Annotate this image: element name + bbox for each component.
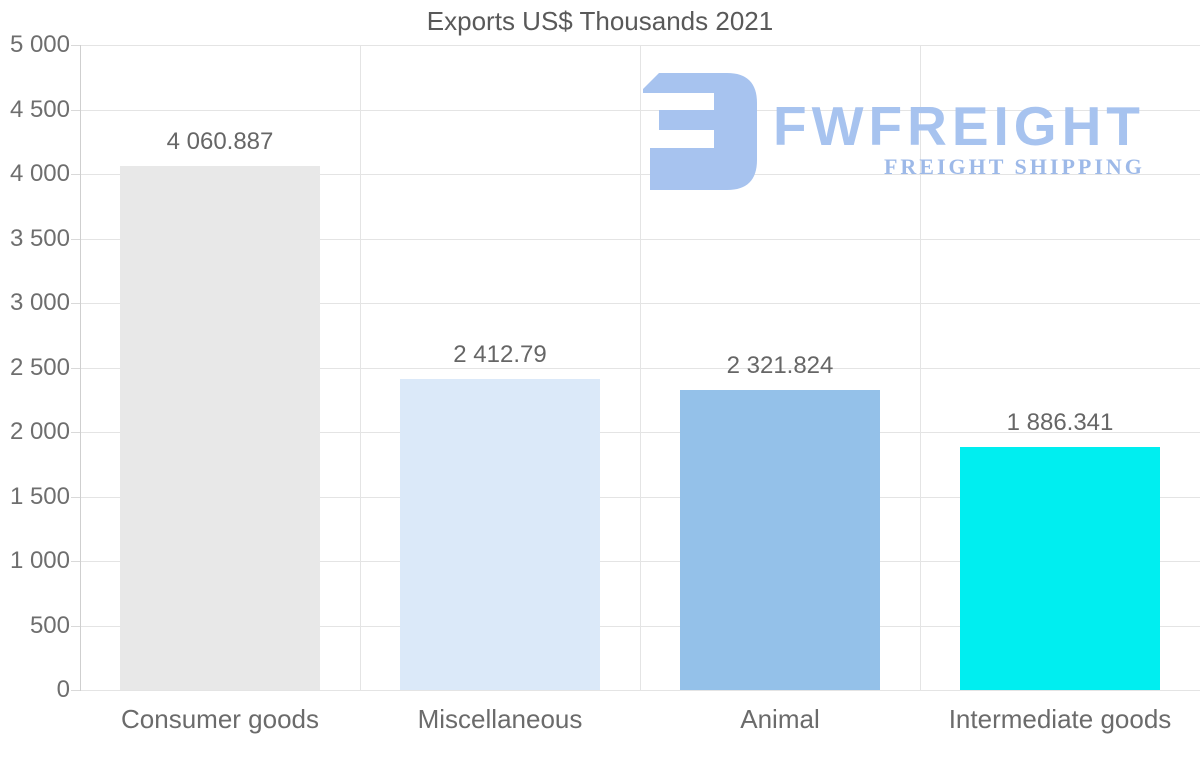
logo-text: FWFREIGHT FREIGHT SHIPPING [773,73,1145,179]
y-axis-tick [71,238,80,240]
y-axis-line [80,45,81,691]
value-label-animal: 2 321.824 [726,352,834,380]
y-axis-label: 500 [29,611,70,639]
y-axis-tick [71,690,80,691]
category-separator [360,45,361,690]
gridline [80,690,1200,691]
y-axis-label: 4 500 [9,95,70,123]
y-axis-tick [71,496,80,498]
value-label-intermediate-goods: 1 886.341 [1006,408,1114,436]
bar-animal [680,390,880,690]
bar-miscellaneous [400,378,600,690]
value-label-miscellaneous: 2 412.79 [453,340,547,368]
y-axis-tick [71,109,80,111]
y-axis-tick [71,561,80,562]
y-axis-label: 2 500 [9,353,70,381]
y-axis-label: 3 000 [9,289,70,316]
y-axis-label: 1 000 [9,547,70,574]
logo-tagline: FREIGHT SHIPPING [883,154,1145,179]
category-label-animal: Animal [740,704,820,734]
bar-consumer-goods [120,166,320,690]
bar-intermediate-goods [960,446,1160,690]
y-axis-label: 2 000 [9,418,70,445]
y-axis-tick [71,174,80,175]
y-axis-tick [71,303,80,304]
category-label-consumer-goods: Consumer goods [121,704,319,734]
value-label-consumer-goods: 4 060.887 [166,128,274,156]
chart-title: Exports US$ Thousands 2021 [426,6,774,36]
logo-icon [643,73,757,190]
y-axis-tick [71,45,80,46]
y-axis-tick [71,367,80,369]
category-label-intermediate-goods: Intermediate goods [948,704,1172,734]
y-axis-tick [71,625,80,627]
y-axis-label: 3 500 [9,224,70,252]
category-separator [640,45,641,690]
logo: FWFREIGHT FREIGHT SHIPPING [643,73,1145,190]
category-label-miscellaneous: Miscellaneous [417,704,583,734]
category-separator [920,45,921,690]
y-axis-label: 1 500 [9,482,70,510]
y-axis-label: 5 000 [9,31,70,58]
y-axis-label: 0 [56,676,70,703]
y-axis-tick [71,432,80,433]
logo-wordmark: FWFREIGHT [773,95,1145,157]
y-axis-label: 4 000 [9,160,70,187]
